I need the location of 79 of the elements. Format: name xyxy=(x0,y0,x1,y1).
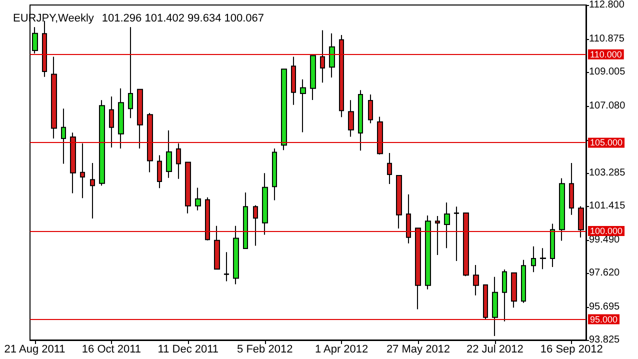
candlestick xyxy=(406,194,411,244)
candlestick xyxy=(32,26,38,54)
candlestick xyxy=(195,187,201,211)
candlestick xyxy=(233,225,239,285)
x-tick-label: 22 Jul 2012 xyxy=(466,344,524,356)
candlestick xyxy=(185,162,191,214)
x-tick-label: 21 Aug 2011 xyxy=(4,344,66,356)
candlestick xyxy=(310,55,316,100)
candlestick xyxy=(90,162,95,219)
candlestick xyxy=(358,90,363,152)
candlestick xyxy=(415,228,421,310)
y-tick-label: 112.800 xyxy=(589,0,625,10)
y-tick-label: 110.875 xyxy=(589,33,625,44)
candlestick xyxy=(531,246,536,273)
x-tick-label: 27 May 2012 xyxy=(386,344,450,356)
candlestick xyxy=(128,26,133,119)
candlestick xyxy=(463,212,469,277)
candlestick xyxy=(291,56,296,106)
y-tick-label: 97.620 xyxy=(589,268,620,278)
candlestick xyxy=(387,152,392,185)
y-tick-label: 101.415 xyxy=(589,200,626,212)
candlestick xyxy=(118,88,124,150)
x-tick-label: 5 Feb 2012 xyxy=(237,344,293,356)
candlestick xyxy=(569,162,574,216)
candlestick xyxy=(147,112,153,173)
y-tick-label: 103.285 xyxy=(589,167,626,178)
candlestick xyxy=(80,142,85,199)
candlestick xyxy=(454,206,459,262)
x-tick-label: 16 Oct 2011 xyxy=(82,344,142,356)
candlestick xyxy=(176,142,181,180)
ref-line-label: 110.000 xyxy=(590,49,622,60)
candlestick xyxy=(300,78,306,133)
x-tick-label: 11 Dec 2011 xyxy=(158,344,219,356)
candlestick xyxy=(339,34,344,118)
candlestick xyxy=(51,56,57,139)
candlestick xyxy=(444,202,450,249)
candlestick xyxy=(320,30,325,84)
candlestick xyxy=(559,178,565,242)
candlestick xyxy=(214,225,220,270)
y-tick-label: 93.825 xyxy=(589,334,620,346)
candlestick xyxy=(243,192,248,249)
candlestick xyxy=(137,88,143,150)
candlestick xyxy=(70,132,76,194)
candlestick xyxy=(435,215,440,256)
candlestick xyxy=(262,172,268,236)
candlestick xyxy=(281,68,287,151)
candlestick xyxy=(157,154,162,189)
candlestick xyxy=(550,223,555,268)
candlestick xyxy=(329,32,335,78)
candlestick xyxy=(492,276,498,337)
candlestick xyxy=(396,175,402,230)
candlestick xyxy=(205,196,210,241)
candlestick xyxy=(511,272,517,308)
candlestick xyxy=(425,214,431,290)
candlestick xyxy=(109,96,114,148)
x-tick-label: 1 Apr 2012 xyxy=(314,344,368,356)
text: 101.296 101.402 99.634 100.067 xyxy=(102,12,264,24)
candlestick xyxy=(272,148,277,201)
candlestick xyxy=(502,268,507,322)
candlestick xyxy=(578,206,584,238)
candlestick xyxy=(521,259,526,304)
candlestick xyxy=(253,204,258,246)
y-tick-label: 107.080 xyxy=(589,100,626,112)
candlestick xyxy=(473,264,479,296)
x-tick-label: 16 Sep 2012 xyxy=(540,344,603,356)
candlestick xyxy=(166,130,172,178)
candlestick xyxy=(61,108,66,164)
ref-line-label: 95.000 xyxy=(590,314,618,324)
candlestick xyxy=(348,100,354,138)
candlestick xyxy=(224,252,229,282)
candlestick xyxy=(377,116,383,156)
candlestick xyxy=(368,94,373,124)
y-tick-label: 109.005 xyxy=(589,66,626,78)
candlestick xyxy=(483,284,488,320)
ref-line-label: 100.000 xyxy=(590,226,623,236)
y-tick-label: 95.695 xyxy=(589,301,620,312)
candlestick xyxy=(540,248,546,270)
candlestick xyxy=(99,100,105,186)
ref-line-label: 105.000 xyxy=(590,138,623,148)
